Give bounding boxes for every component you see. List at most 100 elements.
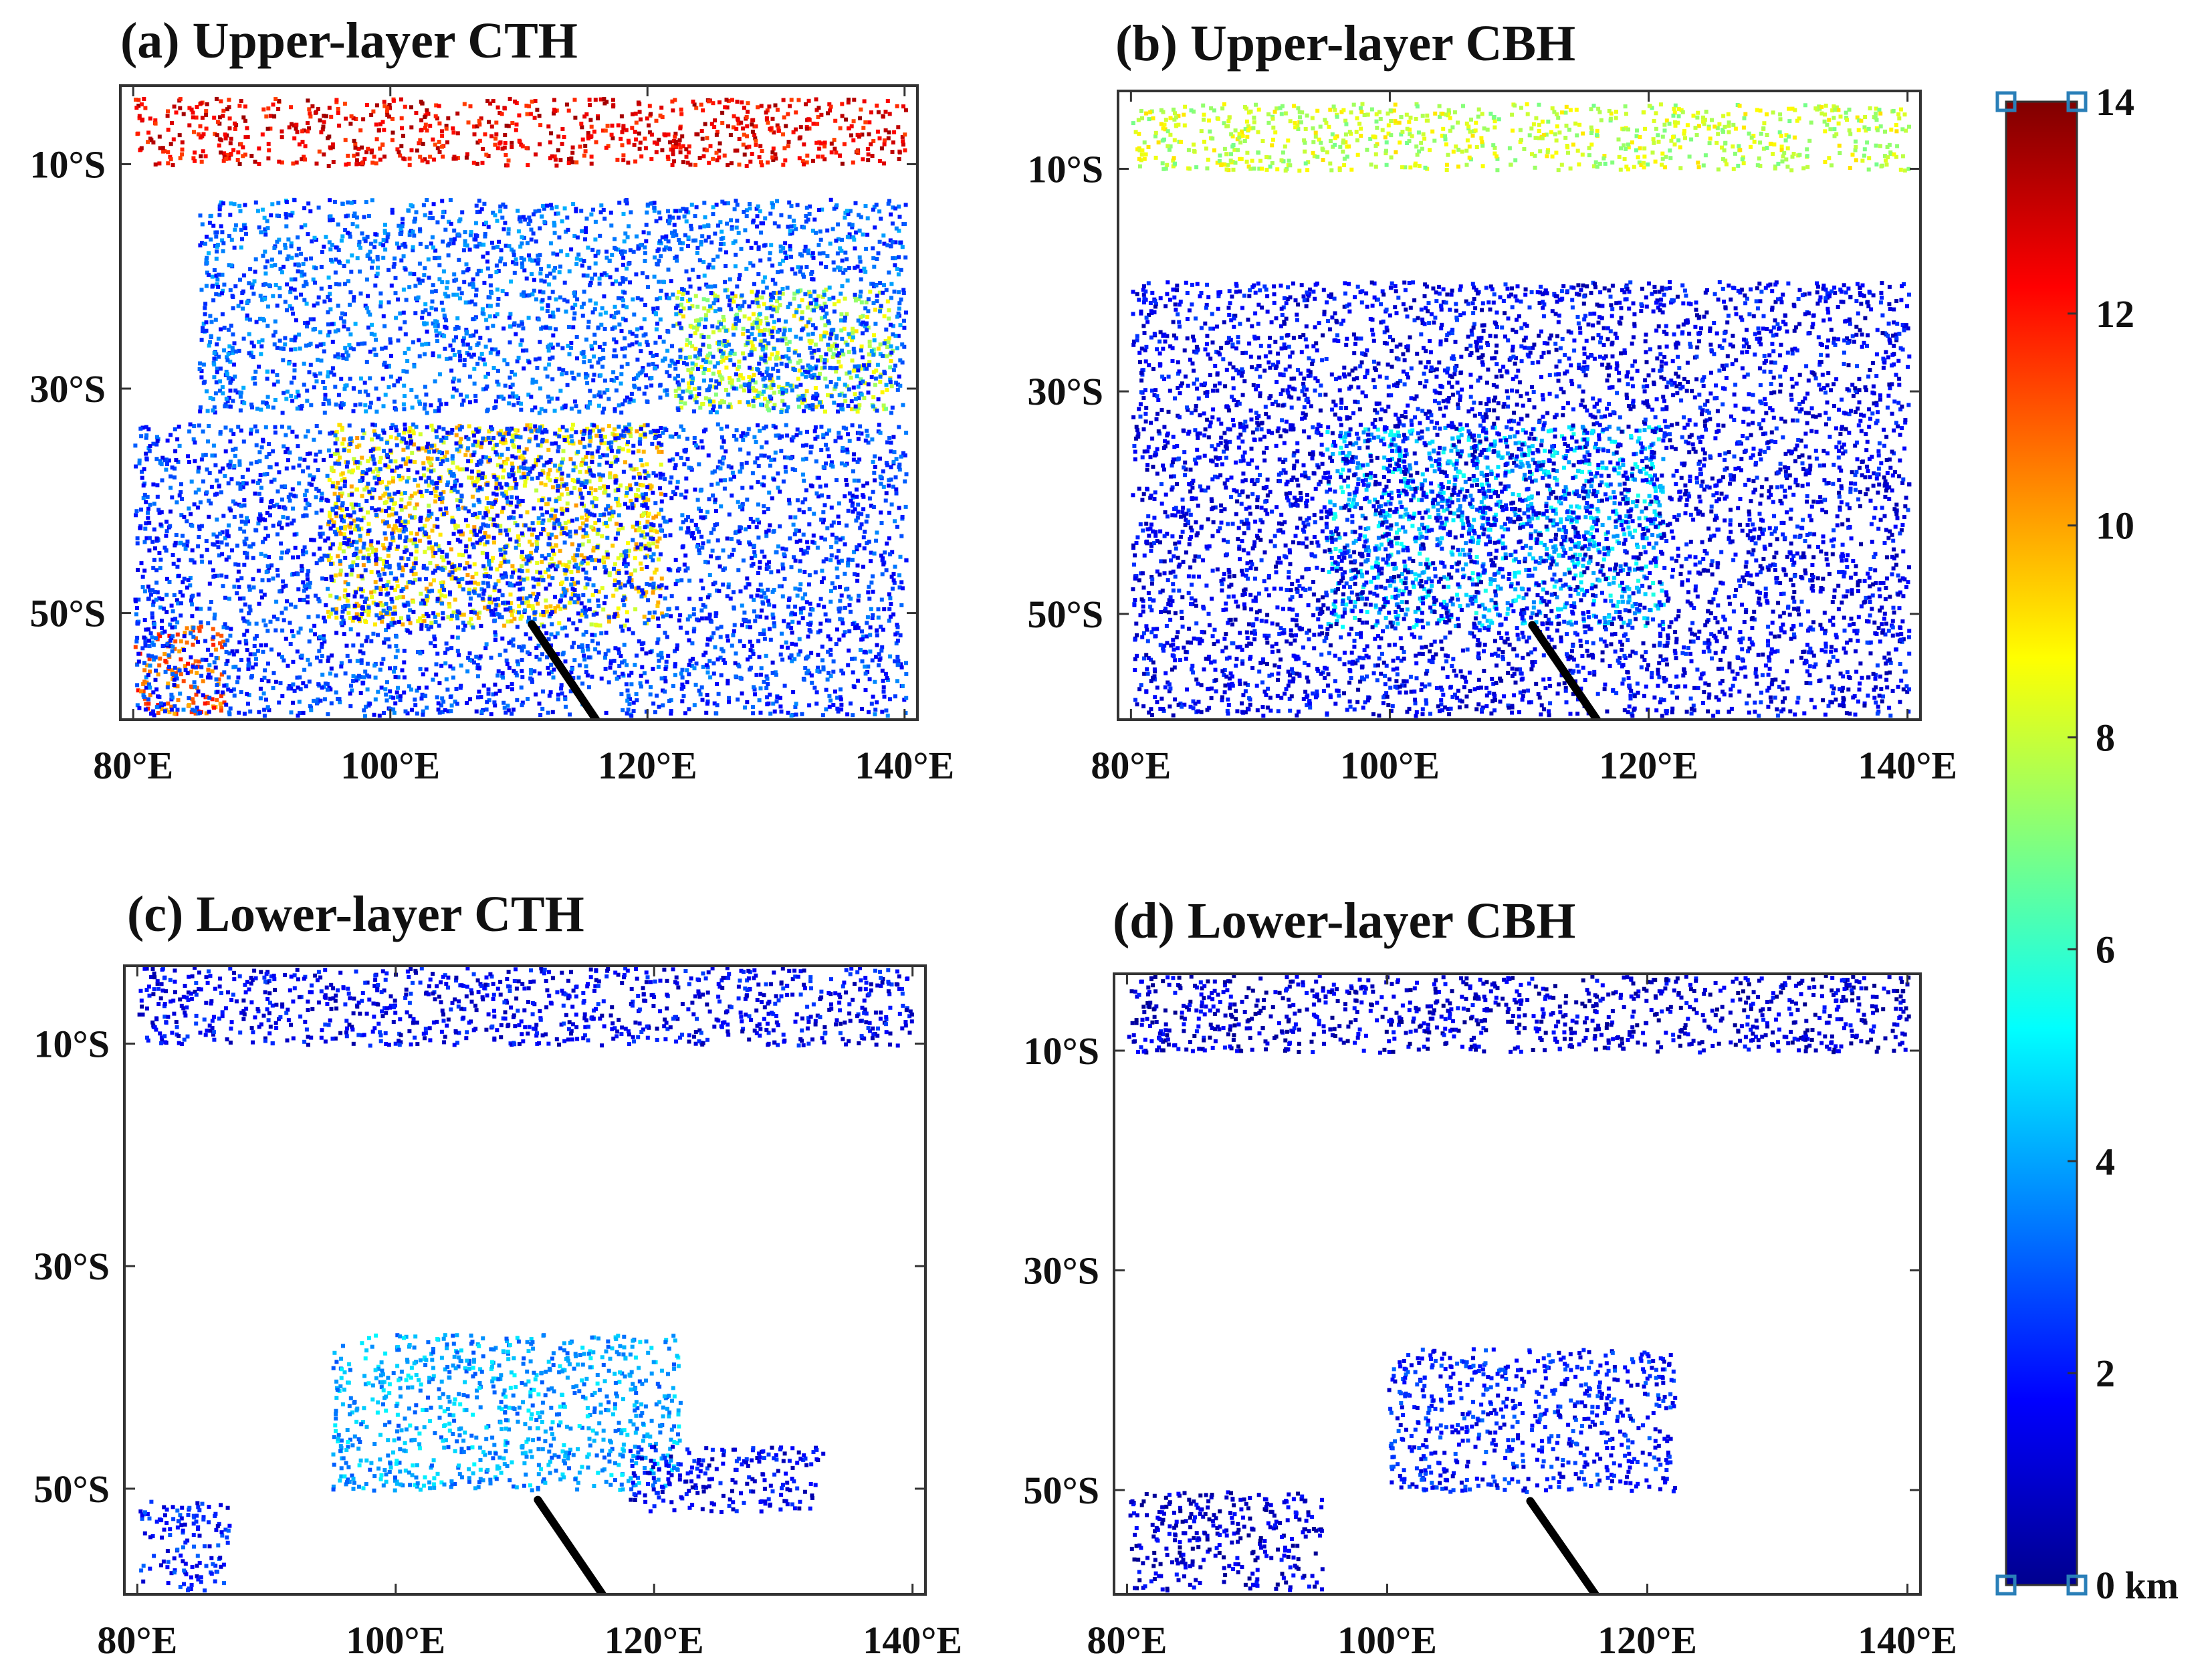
cloud-pixel (569, 434, 574, 439)
cloud-pixel (865, 541, 869, 546)
cloud-pixel (673, 463, 678, 467)
cloud-pixel (223, 642, 227, 647)
cloud-pixel (314, 161, 319, 166)
cloud-pixel (524, 104, 529, 108)
cloud-pixel (867, 132, 871, 136)
cloud-pixel (660, 115, 665, 120)
cloud-pixel (714, 611, 719, 616)
cloud-pixel (833, 302, 837, 306)
cloud-pixel (435, 524, 440, 529)
cloud-pixel (188, 583, 193, 588)
cloud-pixel (520, 587, 525, 591)
cloud-pixel (598, 486, 602, 490)
cloud-pixel (837, 501, 841, 506)
cloud-pixel (198, 500, 203, 505)
cloud-pixel (470, 575, 475, 580)
cloud-pixel (179, 672, 183, 677)
cloud-pixel (701, 603, 705, 607)
cloud-pixel (174, 673, 178, 678)
cloud-pixel (342, 632, 346, 637)
cloud-pixel (659, 655, 664, 660)
cloud-pixel (400, 520, 405, 524)
cloud-pixel (622, 659, 627, 663)
cloud-pixel (266, 679, 271, 684)
cloud-pixel (527, 527, 532, 532)
cloud-pixel (526, 619, 531, 624)
cloud-pixel (699, 102, 703, 107)
cloud-pixel (744, 164, 749, 168)
cloud-pixel (366, 146, 370, 151)
cloud-pixel (503, 133, 508, 137)
cloud-pixel (457, 566, 461, 571)
cloud-pixel (226, 481, 231, 486)
cloud-pixel (223, 136, 228, 140)
cloud-pixel (766, 399, 770, 404)
cloud-pixel (455, 702, 459, 706)
cloud-pixel (722, 342, 726, 347)
cloud-pixel (554, 477, 559, 482)
cloud-pixel (867, 352, 871, 356)
cloud-pixel (728, 133, 733, 137)
cloud-pixel (634, 493, 638, 498)
cloud-pixel (721, 649, 726, 653)
cloud-pixel (647, 512, 651, 516)
cloud-pixel (313, 632, 317, 637)
cloud-pixel (778, 652, 783, 657)
cloud-pixel (486, 534, 491, 539)
cloud-pixel (845, 523, 849, 528)
cloud-pixel (570, 577, 574, 581)
cloud-pixel (881, 690, 886, 694)
cloud-pixel (549, 662, 554, 667)
cloud-pixel (582, 153, 586, 158)
cloud-pixel (201, 149, 205, 154)
cloud-pixel (807, 126, 812, 131)
cloud-pixel (482, 574, 487, 579)
cloud-pixel (592, 504, 596, 509)
cloud-pixel (449, 613, 454, 618)
cloud-pixel (419, 601, 423, 606)
cloud-pixel (365, 635, 370, 639)
cloud-pixel (173, 475, 177, 480)
cloud-pixel (215, 573, 219, 578)
cloud-pixel (233, 502, 238, 506)
cloud-pixel (302, 667, 307, 672)
cloud-pixel (349, 502, 354, 507)
cloud-pixel (715, 703, 720, 708)
cloud-pixel (621, 126, 626, 130)
cloud-pixel (660, 148, 665, 152)
cloud-pixel (900, 684, 905, 688)
cloud-pixel (504, 490, 508, 494)
cloud-pixel (859, 315, 863, 320)
cloud-pixel (141, 483, 146, 488)
cloud-pixel (387, 492, 392, 497)
cloud-pixel (406, 617, 411, 621)
cloud-pixel (747, 316, 752, 321)
cloud-pixel (219, 706, 223, 710)
cloud-pixel (748, 516, 753, 521)
cloud-pixel (885, 675, 889, 680)
cloud-pixel (395, 596, 399, 601)
cloud-pixel (861, 535, 866, 540)
cloud-pixel (805, 655, 809, 660)
cloud-pixel (144, 680, 149, 685)
cloud-pixel (727, 512, 732, 517)
cloud-pixel (648, 486, 653, 491)
cloud-pixel (196, 592, 201, 597)
cloud-pixel (479, 116, 483, 121)
cloud-pixel (369, 639, 374, 643)
cloud-pixel (673, 662, 677, 667)
cloud-pixel (777, 435, 782, 440)
cloud-pixel (514, 539, 519, 544)
cloud-pixel (864, 519, 869, 524)
cloud-pixel (137, 461, 142, 465)
cloud-pixel (322, 634, 326, 639)
cloud-pixel (574, 529, 578, 534)
cloud-pixel (469, 530, 473, 534)
cloud-pixel (399, 116, 404, 120)
cloud-pixel (455, 111, 460, 116)
cloud-pixel (437, 121, 442, 126)
cloud-pixel (171, 634, 175, 639)
cloud-pixel (627, 548, 631, 553)
cloud-pixel (504, 658, 509, 663)
cloud-pixel (772, 403, 777, 407)
